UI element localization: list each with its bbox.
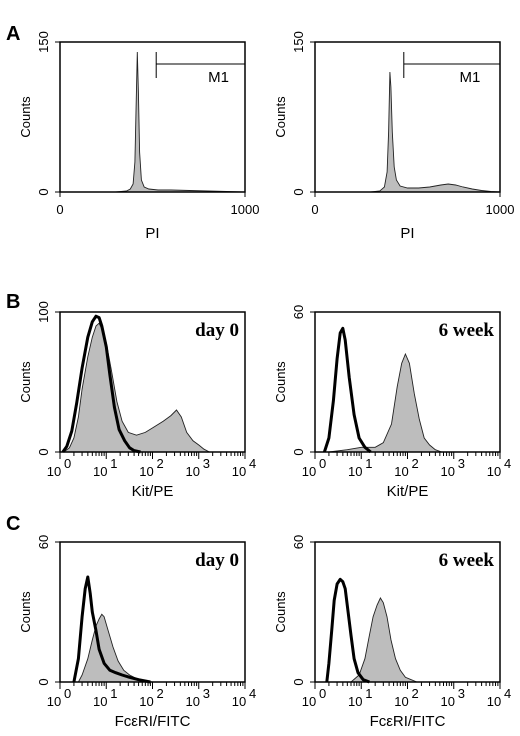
x-tick-label-c2-4: 10 [487, 694, 501, 709]
series-filled-a1 [60, 51, 246, 193]
y-tick-label-c2-1: 60 [291, 535, 306, 549]
x-tick-label-b2-0: 10 [302, 464, 316, 479]
annotation-b1: day 0 [195, 320, 239, 341]
x-tick-label-b1-0: 10 [47, 464, 61, 479]
x-tick-exp-b1-4: 4 [249, 456, 256, 471]
x-tick-label-b1-1: 10 [93, 464, 107, 479]
x-tick-exp-b1-0: 0 [64, 456, 71, 471]
chart-a1: 0 150 Counts 0 1000 PI M1 [18, 31, 259, 242]
x-tick-exp-b1-3: 3 [203, 456, 210, 471]
y-axis-label-c1: Counts [18, 591, 33, 633]
x-tick-label-c1-4: 10 [232, 694, 246, 709]
annotation-c2: 6 week [439, 550, 495, 571]
y-tick-label-a1-0: 0 [36, 188, 51, 195]
x-tick-label-b2-4: 10 [487, 464, 501, 479]
x-axis-label-b2: Kit/PE [387, 483, 429, 500]
y-axis-label-c2: Counts [273, 591, 288, 633]
chart-a2: 0 150 Counts 0 1000 PI M1 [273, 31, 514, 242]
x-tick-label-b2-1: 10 [348, 464, 362, 479]
series-filled-c2 [349, 597, 418, 683]
series-filled-b1 [62, 322, 210, 453]
x-tick-label-b1-3: 10 [186, 464, 200, 479]
x-tick-label-c2-0: 10 [302, 694, 316, 709]
panel-letter-c: C [6, 513, 20, 535]
y-tick-label-a2-0: 0 [291, 188, 306, 195]
y-axis-label-b1: Counts [18, 361, 33, 403]
x-tick-exp-b2-0: 0 [319, 456, 326, 471]
y-tick-label-c1-1: 60 [36, 535, 51, 549]
x-tick-label-b1-4: 10 [232, 464, 246, 479]
x-tick-label-a2-0: 0 [311, 202, 318, 217]
series-outline-c2 [325, 577, 370, 684]
x-tick-exp-b2-2: 2 [412, 456, 419, 471]
x-tick-exp-c2-1: 1 [365, 686, 372, 701]
x-tick-exp-b1-1: 1 [110, 456, 117, 471]
x-tick-label-c1-3: 10 [186, 694, 200, 709]
plot-frame-a2 [314, 41, 501, 193]
series-outline-c1 [72, 575, 151, 684]
x-tick-exp-c2-4: 4 [504, 686, 511, 701]
x-tick-label-c2-3: 10 [441, 694, 455, 709]
x-tick-exp-c1-1: 1 [110, 686, 117, 701]
x-axis-label-a2: PI [400, 225, 414, 242]
y-tick-label-b2-0: 0 [291, 448, 306, 455]
x-tick-exp-c1-0: 0 [64, 686, 71, 701]
x-tick-exp-c1-2: 2 [157, 686, 164, 701]
y-axis-label-a1: Counts [18, 96, 33, 138]
x-axis-label-b1: Kit/PE [132, 483, 174, 500]
gate-label-a1: M1 [208, 69, 229, 86]
x-tick-label-b1-2: 10 [139, 464, 153, 479]
y-tick-label-b1-1: 100 [36, 301, 51, 323]
x-tick-exp-b2-4: 4 [504, 456, 511, 471]
y-tick-label-b2-1: 60 [291, 305, 306, 319]
x-tick-exp-c1-3: 3 [203, 686, 210, 701]
x-tick-label-a1-0: 0 [56, 202, 63, 217]
x-tick-exp-c2-0: 0 [319, 686, 326, 701]
x-axis-label-c2: FcεRI/FITC [370, 713, 446, 730]
plot-frame-a1 [59, 41, 246, 193]
x-tick-label-c1-0: 10 [47, 694, 61, 709]
x-tick-label-b2-2: 10 [394, 464, 408, 479]
x-axis-label-c1: FcεRI/FITC [115, 713, 191, 730]
series-outline-b1 [61, 314, 141, 454]
series-filled-b2 [328, 352, 442, 453]
x-tick-exp-b2-3: 3 [458, 456, 465, 471]
gate-label-a2: M1 [459, 69, 480, 86]
x-tick-exp-b2-1: 1 [365, 456, 372, 471]
annotation-b2: 6 week [439, 320, 495, 341]
x-tick-label-a2-1: 1000 [486, 202, 515, 217]
x-tick-label-b2-3: 10 [441, 464, 455, 479]
y-tick-label-a1-1: 150 [36, 31, 51, 53]
x-tick-label-c1-1: 10 [93, 694, 107, 709]
annotation-c1: day 0 [195, 550, 239, 571]
y-tick-label-c2-0: 0 [291, 678, 306, 685]
y-axis-label-b2: Counts [273, 361, 288, 403]
series-outline-b2 [322, 326, 372, 454]
x-tick-label-c2-2: 10 [394, 694, 408, 709]
x-tick-label-c2-1: 10 [348, 694, 362, 709]
y-tick-label-a2-1: 150 [291, 31, 306, 53]
x-tick-exp-b1-2: 2 [157, 456, 164, 471]
panel-letter-a: A [6, 23, 20, 45]
x-tick-exp-c2-3: 3 [458, 686, 465, 701]
x-tick-exp-c2-2: 2 [412, 686, 419, 701]
series-filled-a2 [315, 71, 501, 193]
x-axis-label-a1: PI [145, 225, 159, 242]
x-tick-label-c1-2: 10 [139, 694, 153, 709]
y-axis-label-a2: Counts [273, 96, 288, 138]
y-tick-label-c1-0: 0 [36, 678, 51, 685]
y-tick-label-b1-0: 0 [36, 448, 51, 455]
x-tick-exp-c1-4: 4 [249, 686, 256, 701]
x-tick-label-a1-1: 1000 [231, 202, 260, 217]
panel-letter-b: B [6, 291, 20, 313]
